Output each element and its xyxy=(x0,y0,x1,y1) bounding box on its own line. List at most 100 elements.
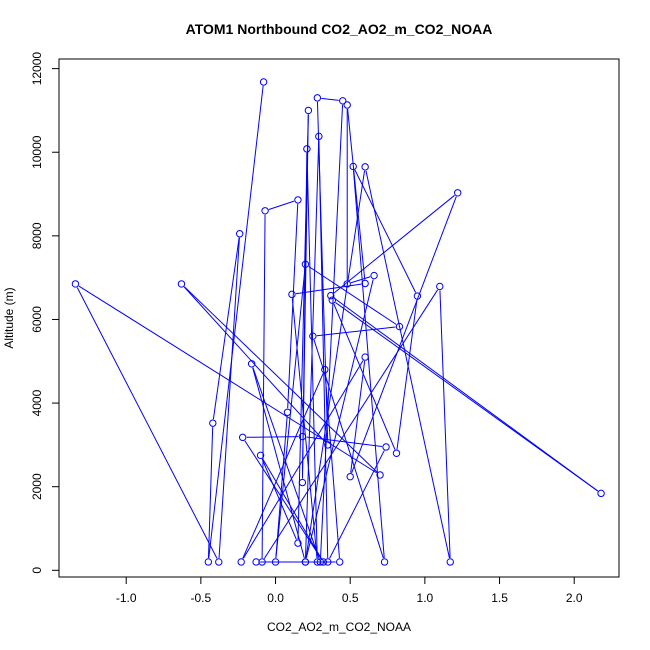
series-segment xyxy=(365,170,450,559)
x-axis: -1.0 -0.5 0.0 0.5 1.0 1.5 2.0 xyxy=(116,576,583,605)
y-tick-label: 2000 xyxy=(30,473,44,500)
series-segment xyxy=(350,360,366,473)
x-axis-label: CO2_AO2_m_CO2_NOAA xyxy=(267,620,411,634)
data-point xyxy=(301,558,310,566)
series-segment xyxy=(242,373,324,559)
data-point xyxy=(327,291,335,300)
data-point xyxy=(339,97,347,105)
y-tick-label: 6000 xyxy=(30,306,44,333)
series-segment xyxy=(329,450,385,559)
x-tick-label: 0.5 xyxy=(342,591,359,605)
data-point xyxy=(204,558,213,566)
series-segment xyxy=(287,203,299,409)
data-point xyxy=(259,78,268,86)
data-point xyxy=(343,101,351,109)
data-point xyxy=(215,558,223,566)
data-point xyxy=(395,322,404,331)
data-point xyxy=(298,432,307,441)
data-point xyxy=(361,353,369,361)
series-segment xyxy=(347,108,366,280)
y-axis: 0 2000 4000 6000 8000 10000 12000 xyxy=(30,52,60,574)
series-segment xyxy=(333,297,599,492)
y-tick-label: 12000 xyxy=(30,52,44,86)
data-point xyxy=(315,132,323,141)
data-point xyxy=(376,471,384,479)
x-tick-label: 1.0 xyxy=(417,591,434,605)
series-segment xyxy=(439,290,451,558)
data-point xyxy=(370,271,378,280)
series-segment xyxy=(208,85,264,559)
data-point xyxy=(309,332,317,340)
data-point xyxy=(209,419,217,427)
y-axis-label: Altitude (m) xyxy=(2,287,16,348)
series-segment xyxy=(308,266,397,325)
data-point xyxy=(256,451,265,460)
data-point xyxy=(303,145,311,153)
data-point xyxy=(283,408,292,416)
x-tick-label: 0.0 xyxy=(267,591,284,605)
data-point xyxy=(413,292,422,300)
series-segment xyxy=(275,416,288,559)
chart-title: ATOM1 Northbound CO2_AO2_m_CO2_NOAA xyxy=(186,21,493,37)
data-point xyxy=(361,279,369,288)
data-point xyxy=(380,558,389,566)
data-point xyxy=(301,260,310,268)
series-segment xyxy=(218,237,240,558)
data-point xyxy=(252,558,260,566)
data-point xyxy=(316,558,325,566)
series-segment xyxy=(242,360,364,559)
series-segment xyxy=(263,289,439,559)
y-tick-label: 4000 xyxy=(30,389,44,416)
series-segment xyxy=(306,436,383,447)
series-segment xyxy=(305,170,366,559)
data-point xyxy=(247,360,256,368)
data-point xyxy=(597,489,605,498)
data-point xyxy=(392,449,401,457)
series-segment xyxy=(354,169,417,293)
data-point xyxy=(336,558,344,566)
data-point xyxy=(343,280,351,288)
series-segment xyxy=(252,367,305,559)
data-point xyxy=(271,558,280,566)
series-segment xyxy=(318,140,329,558)
x-tick-label: -1.0 xyxy=(116,591,137,605)
series-segment xyxy=(306,152,318,558)
series-segment xyxy=(262,458,322,559)
data-point xyxy=(324,558,332,566)
series-segment xyxy=(396,299,418,450)
series-segment xyxy=(305,279,374,559)
series-segment xyxy=(207,427,214,558)
series-points xyxy=(71,78,605,566)
data-point xyxy=(288,290,296,299)
series-segment xyxy=(324,373,340,558)
data-point xyxy=(361,163,369,171)
x-tick-label: -0.5 xyxy=(191,591,212,605)
data-point xyxy=(237,558,245,566)
series-segment xyxy=(246,436,299,438)
series-segment xyxy=(261,214,266,558)
series-segment xyxy=(268,200,295,210)
data-point xyxy=(71,280,80,288)
series-segment xyxy=(333,303,396,450)
data-point xyxy=(294,539,302,547)
series-segment xyxy=(350,276,371,284)
data-point xyxy=(346,472,354,481)
y-tick-label: 10000 xyxy=(30,135,44,169)
data-point xyxy=(177,280,186,288)
data-point xyxy=(328,296,336,304)
data-point xyxy=(324,441,332,449)
data-point xyxy=(313,94,322,102)
x-tick-label: 2.0 xyxy=(566,591,583,605)
series-segment xyxy=(183,286,378,473)
data-point xyxy=(304,106,313,115)
series-segment xyxy=(76,287,218,559)
data-point xyxy=(238,433,247,442)
series-segment xyxy=(301,152,308,479)
data-point xyxy=(298,478,307,487)
series-segment xyxy=(351,196,457,474)
series-segment xyxy=(353,170,385,559)
data-point xyxy=(261,207,269,215)
y-tick-label: 8000 xyxy=(30,222,44,249)
